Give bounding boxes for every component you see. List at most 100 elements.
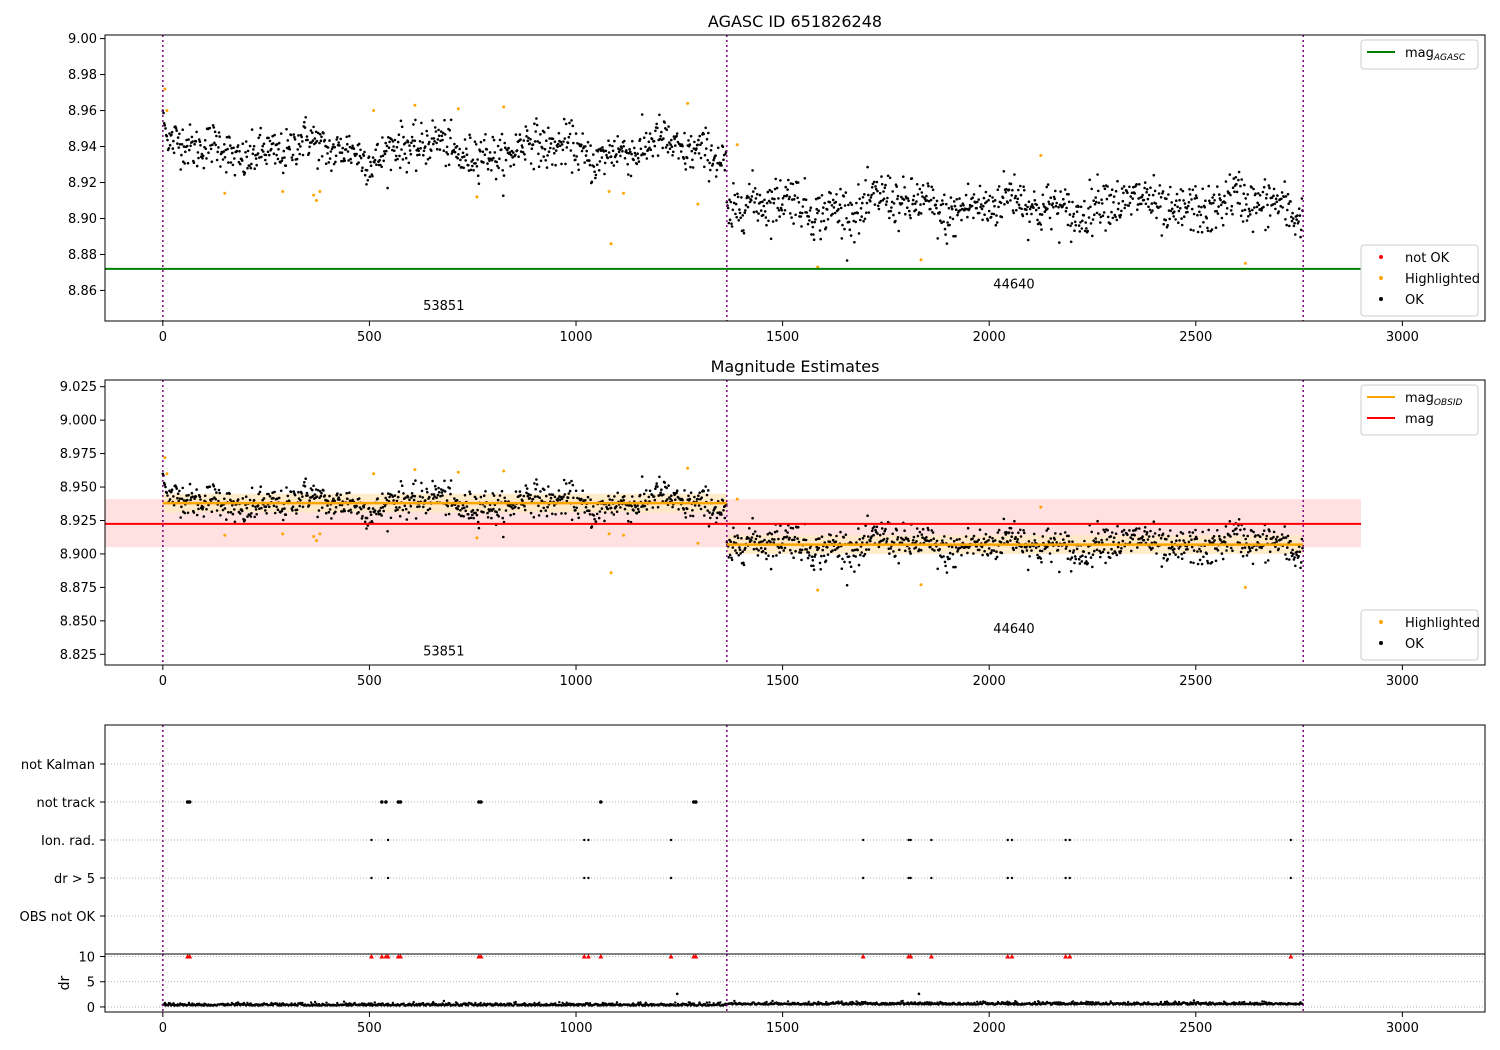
ok-point: [195, 164, 199, 168]
ok-point: [178, 489, 181, 493]
ok-point: [431, 479, 434, 483]
ok-point: [561, 148, 565, 152]
ok-point: [298, 152, 302, 156]
ok-point: [1173, 547, 1176, 551]
ok-point: [1140, 202, 1143, 206]
ok-point: [1152, 520, 1156, 523]
panel-1-lines: [105, 35, 1362, 321]
ok-point: [295, 162, 298, 166]
ok-point: [981, 218, 984, 222]
ok-point: [492, 138, 496, 142]
ok-point: [820, 535, 824, 538]
ok-point: [971, 537, 974, 540]
ok-point: [790, 552, 793, 555]
ok-point: [935, 539, 939, 543]
ok-point: [1017, 188, 1020, 192]
ok-point: [233, 508, 236, 511]
ok-point: [418, 140, 422, 143]
ok-point: [891, 190, 894, 193]
ok-point: [999, 541, 1003, 544]
ok-point: [842, 536, 846, 539]
dr-point: [309, 1001, 313, 1004]
ok-point: [441, 138, 444, 142]
ok-point: [273, 490, 276, 494]
ok-point: [715, 516, 719, 520]
ok-point: [665, 486, 668, 490]
ok-point: [300, 492, 304, 495]
ok-point: [1086, 229, 1089, 233]
ok-point: [457, 164, 461, 167]
ok-point: [563, 137, 567, 140]
ok-point: [357, 511, 360, 514]
ok-point: [1167, 546, 1171, 550]
ok-point: [539, 490, 542, 493]
ok-point: [583, 161, 586, 164]
ok-point: [1255, 205, 1259, 209]
ok-point: [569, 149, 573, 152]
dr-point: [325, 1001, 328, 1004]
ok-point: [929, 538, 933, 542]
ok-point: [936, 567, 939, 571]
highlighted-point: [475, 536, 479, 540]
ok-point: [1015, 546, 1018, 550]
ok-point: [367, 155, 371, 158]
ok-point: [1171, 545, 1174, 548]
ok-point: [381, 154, 385, 158]
ok-point: [1092, 199, 1095, 202]
ok-point: [539, 159, 543, 163]
ok-point: [996, 188, 1000, 191]
ok-point: [741, 550, 744, 553]
ok-point: [1083, 539, 1086, 543]
ok-point: [1095, 548, 1099, 552]
ok-point: [258, 507, 261, 511]
dr-point: [705, 1001, 709, 1004]
ok-point: [1095, 211, 1099, 215]
ok-point: [921, 536, 924, 539]
ok-point: [1026, 238, 1030, 242]
ok-point: [1186, 210, 1189, 214]
ok-point: [929, 545, 932, 549]
ok-point: [592, 165, 596, 168]
ok-point: [1099, 555, 1102, 559]
ok-point: [208, 485, 212, 489]
ok-point: [1285, 223, 1288, 227]
ok-point: [930, 185, 933, 189]
ok-point: [636, 504, 639, 508]
ok-point: [338, 498, 341, 501]
ok-point: [931, 531, 935, 534]
ok-point: [214, 143, 217, 147]
dr-point: [786, 1000, 790, 1003]
ok-point: [560, 512, 563, 515]
ok-point: [700, 496, 703, 500]
ok-point: [1042, 202, 1045, 206]
ok-point: [436, 493, 440, 497]
ok-point: [545, 514, 549, 518]
ok-point: [946, 221, 949, 224]
ok-point: [315, 495, 319, 498]
ok-point: [902, 198, 906, 201]
ok-point: [886, 174, 890, 178]
ok-point: [826, 208, 829, 211]
ok-point: [1233, 190, 1236, 193]
ok-point: [995, 214, 998, 217]
ok-point: [280, 159, 284, 162]
ok-point: [193, 142, 196, 146]
y-tick-label: 8.86: [68, 284, 97, 299]
ok-point: [246, 166, 249, 170]
ok-point: [425, 487, 429, 491]
ok-point: [1089, 222, 1093, 225]
highlighted-point: [607, 532, 611, 536]
ok-point: [484, 133, 487, 136]
ok-point: [1202, 555, 1205, 559]
ok-point: [982, 537, 986, 541]
y-tick-label: 8.90: [68, 212, 97, 227]
highlighted-point: [686, 466, 690, 470]
ok-point: [311, 494, 315, 498]
ok-point: [248, 164, 251, 168]
ok-point: [1166, 557, 1169, 561]
ok-point: [395, 145, 399, 149]
ok-point: [1046, 527, 1050, 530]
ok-point: [468, 133, 471, 137]
ok-point: [560, 143, 564, 146]
ok-point: [563, 493, 567, 496]
